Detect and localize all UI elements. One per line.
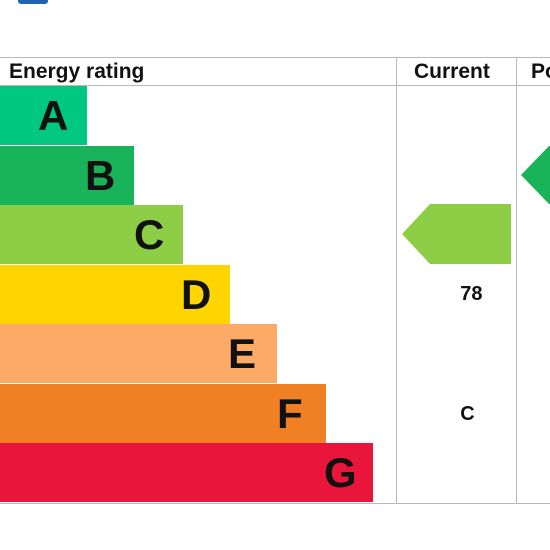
current-score: 78 xyxy=(460,283,483,305)
band-letter-f: F xyxy=(277,390,303,437)
band-b: B xyxy=(0,146,134,205)
band-letter-a: A xyxy=(38,92,69,139)
current-header: Current xyxy=(414,60,490,83)
band-letter-e: E xyxy=(228,330,257,377)
band-f: F xyxy=(0,384,326,443)
band-letter-c: C xyxy=(134,211,165,258)
band-letter-g: G xyxy=(324,449,357,496)
column-divider-current xyxy=(396,57,397,504)
table-bottom-border xyxy=(0,503,550,504)
band-g: G xyxy=(0,443,373,502)
current-rating-arrow xyxy=(402,204,511,264)
energy-rating-header: Energy rating xyxy=(9,60,145,83)
band-letter-b: B xyxy=(85,152,116,199)
current-rating-text: 78 C xyxy=(438,204,482,425)
potential-rating-arrow xyxy=(521,146,550,204)
logo-fragment xyxy=(18,0,48,4)
potential-header: Po xyxy=(531,60,550,83)
potential-arrow-shape xyxy=(521,146,550,204)
column-divider-potential xyxy=(516,57,517,504)
header-row: Energy rating Current Po xyxy=(0,57,550,86)
band-letter-d: D xyxy=(181,271,212,318)
band-a: A xyxy=(0,86,87,145)
band-d: D xyxy=(0,265,230,324)
band-c: C xyxy=(0,205,183,264)
current-arrow-shape xyxy=(402,204,511,264)
current-band: C xyxy=(460,403,475,425)
band-e: E xyxy=(0,324,277,383)
